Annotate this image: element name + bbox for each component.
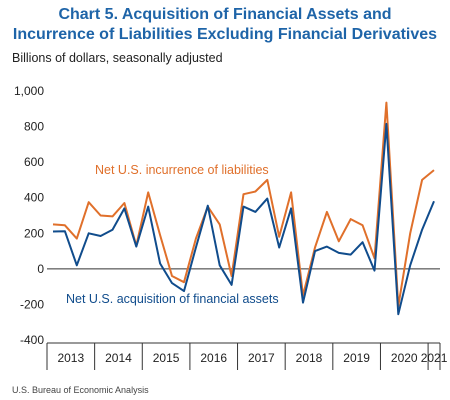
y-tick-label: 800 <box>24 120 44 134</box>
y-tick-label: 0 <box>37 262 44 276</box>
series-label: Net U.S. incurrence of liabilities <box>95 163 269 177</box>
y-tick-label: -400 <box>20 333 44 347</box>
series-line <box>52 122 435 316</box>
x-tick-label: 2019 <box>343 351 370 365</box>
x-tick-label: 2017 <box>248 351 275 365</box>
x-tick-label: 2013 <box>57 351 84 365</box>
x-tick-label: 2016 <box>200 351 227 365</box>
y-tick-label: 400 <box>24 191 44 205</box>
source-note: U.S. Bureau of Economic Analysis <box>12 385 149 395</box>
series-line <box>52 101 435 308</box>
x-tick-label: 2020 <box>391 351 418 365</box>
y-tick-label: 200 <box>24 226 44 240</box>
x-tick-label: 2021 <box>421 351 448 365</box>
chart-subtitle: Billions of dollars, seasonally adjusted <box>12 51 223 65</box>
chart-title: Chart 5. Acquisition of Financial Assets… <box>13 6 437 43</box>
y-tick-label: 1,000 <box>14 84 44 98</box>
y-tick-label: -200 <box>20 297 44 311</box>
y-tick-label: 600 <box>24 155 44 169</box>
x-tick-label: 2014 <box>105 351 132 365</box>
x-tick-label: 2015 <box>153 351 180 365</box>
x-tick-label: 2018 <box>296 351 323 365</box>
series-label: Net U.S. acquisition of financial assets <box>66 292 279 306</box>
